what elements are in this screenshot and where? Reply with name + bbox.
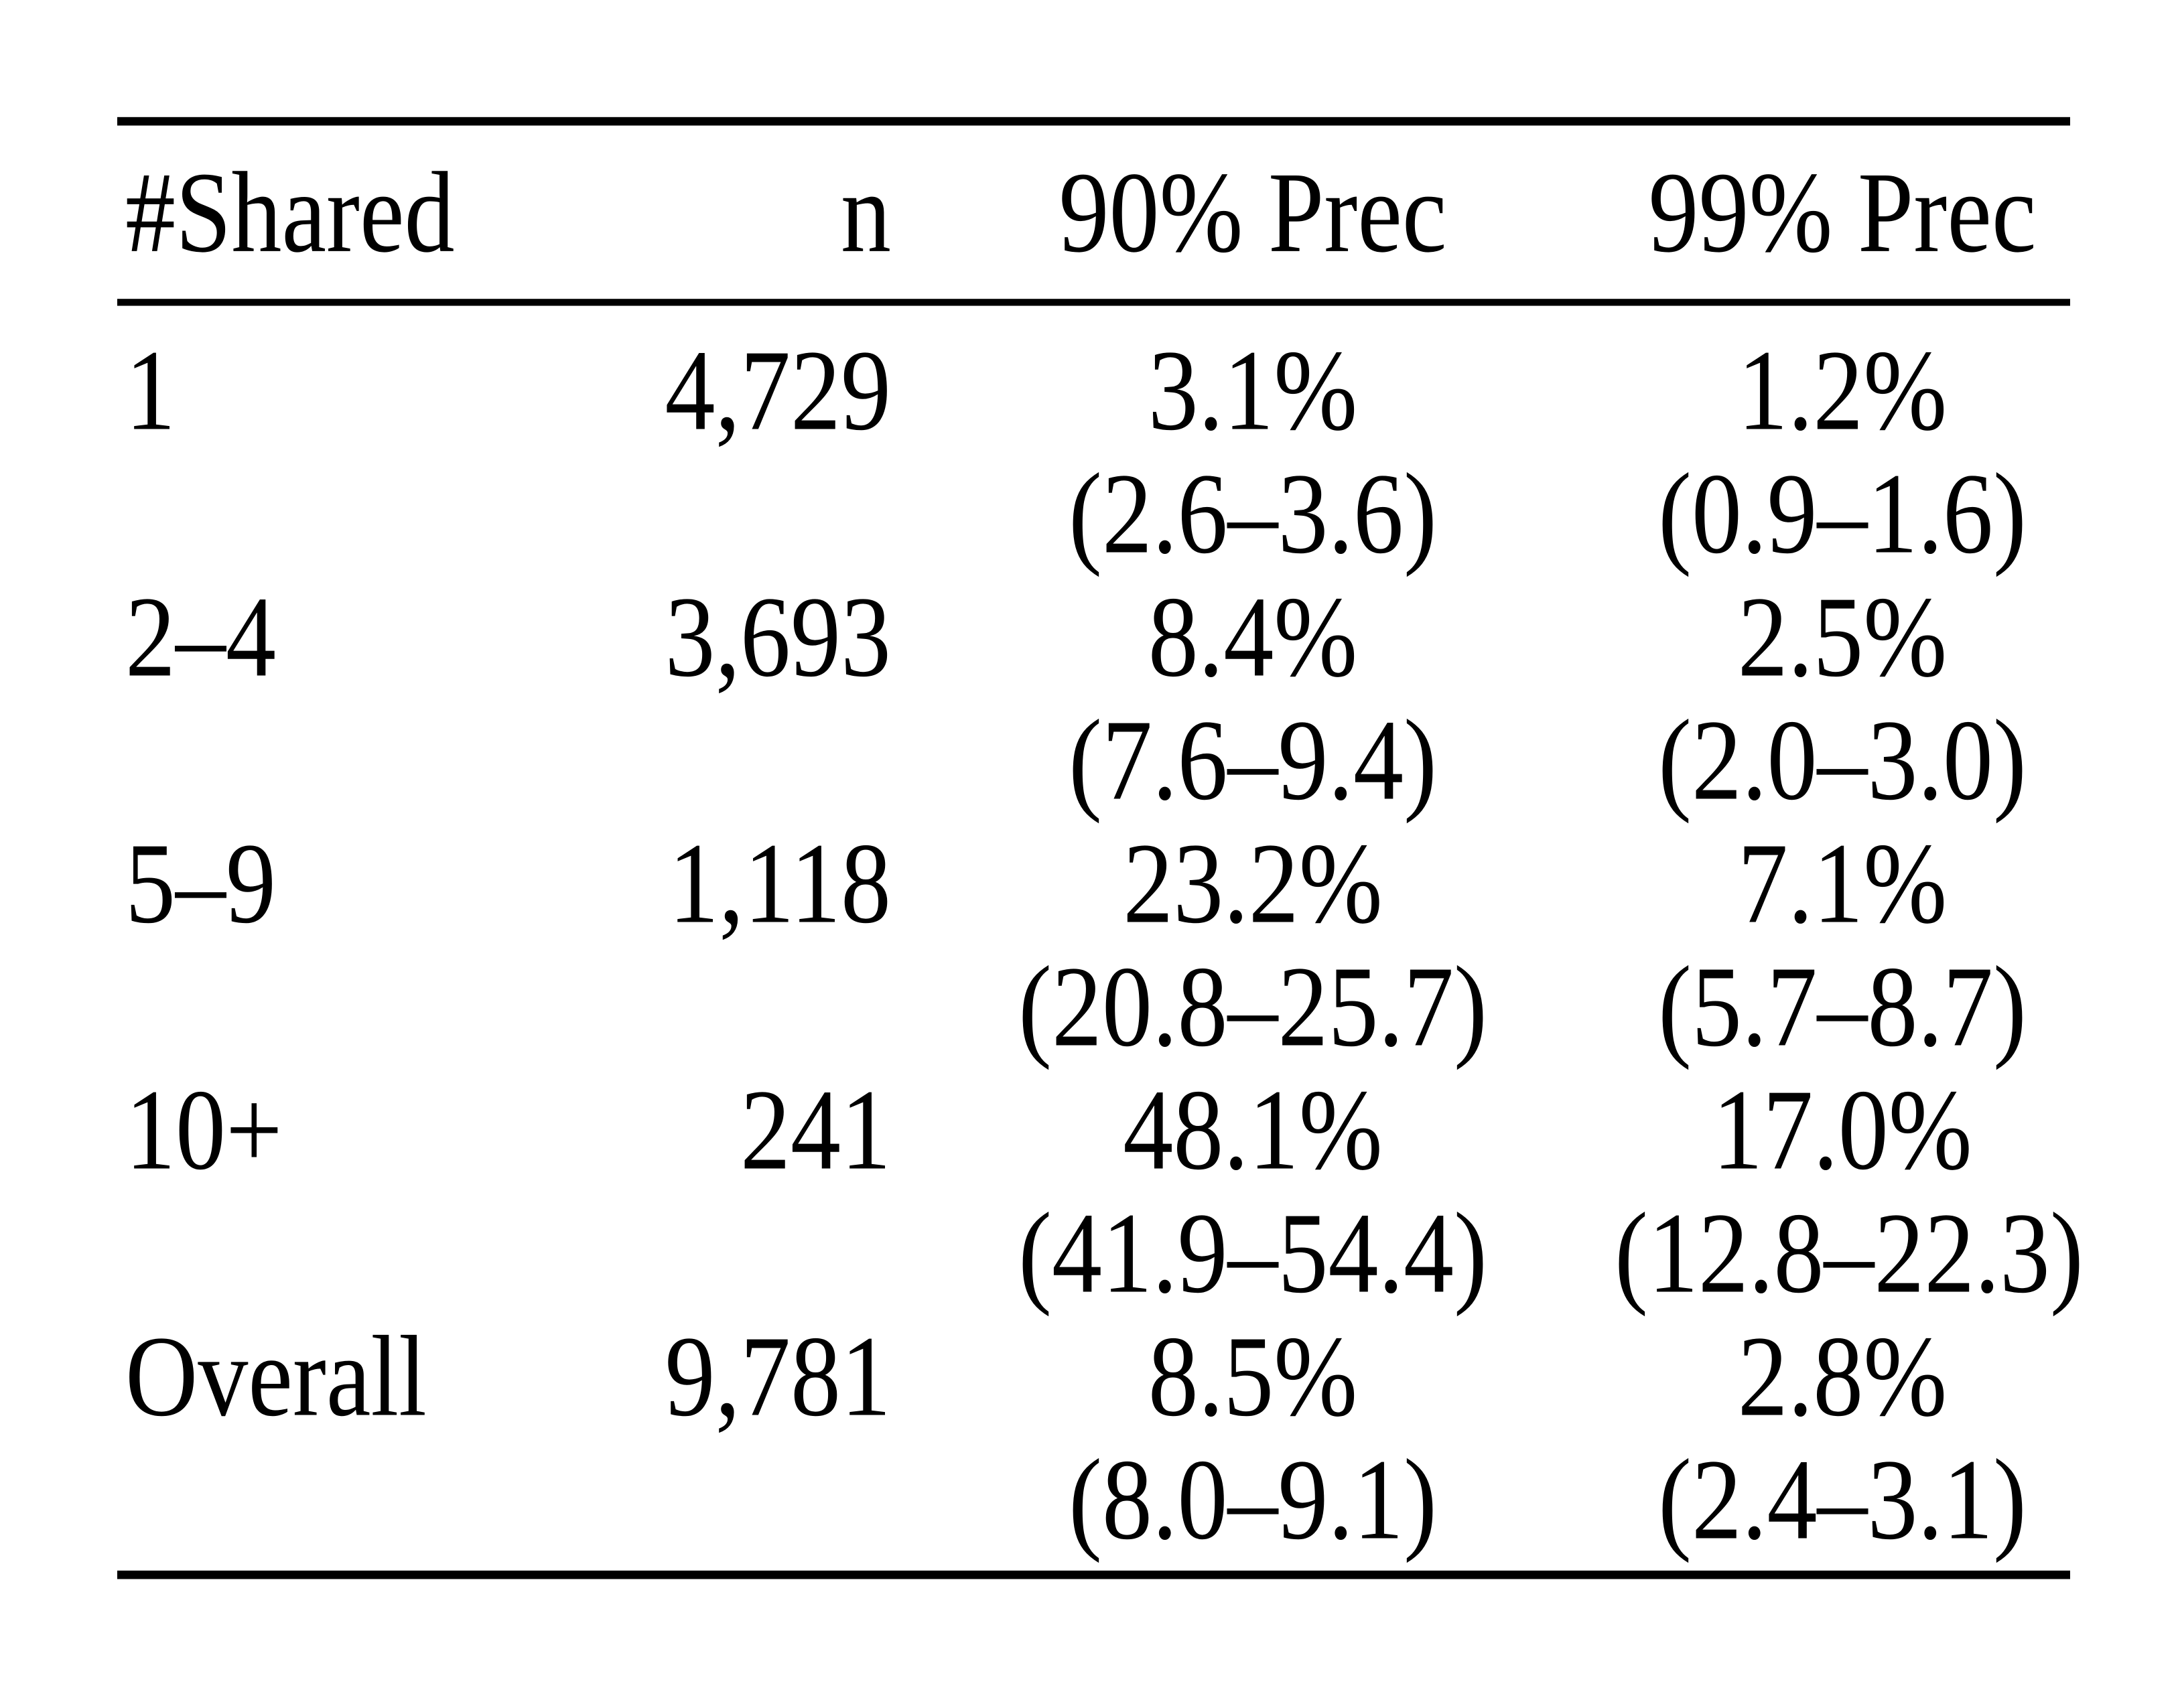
- shared-count-value: 2–4: [125, 573, 276, 701]
- table-bottom-rule: [117, 1570, 2070, 1579]
- prec90-cell: 23.2% (20.8–25.7): [891, 815, 1615, 1071]
- prec90-cell: 8.4% (7.6–9.4): [891, 569, 1615, 825]
- prec90-cell: 8.5% (8.0–9.1): [891, 1308, 1615, 1564]
- shared-count-cell: Overall: [117, 1308, 519, 1555]
- prec99-cell: 7.1% (5.7–8.7): [1615, 815, 2070, 1071]
- n-cell: 1,118: [519, 815, 891, 1062]
- prec99-value: 1.2%: [1737, 326, 1948, 455]
- shared-count-cell: 1: [117, 322, 519, 569]
- precision-table: #Shared n 90% Prec 99% Prec 1 4,729 3.1%…: [117, 117, 2084, 1579]
- prec99-cell: 17.0% (12.8–22.3): [1615, 1062, 2084, 1318]
- table-header-row: #Shared n 90% Prec 99% Prec: [117, 125, 2070, 299]
- prec99-confidence-interval: (5.7–8.7): [1658, 942, 2027, 1071]
- n-value: 241: [740, 1066, 891, 1194]
- n-cell: 3,693: [519, 569, 892, 815]
- prec99-cell: 2.8% (2.4–3.1): [1615, 1308, 2070, 1564]
- n-value: 4,729: [665, 326, 892, 455]
- prec90-value: 8.4%: [1148, 573, 1358, 701]
- prec99-cell: 1.2% (0.9–1.6): [1615, 322, 2070, 578]
- prec90-cell: 48.1% (41.9–54.4): [891, 1062, 1615, 1318]
- column-header-prec99: 99% Prec: [1648, 148, 2037, 277]
- table-row: Overall 9,781 8.5% (8.0–9.1) 2.8% (2.4–3…: [117, 1308, 2070, 1564]
- column-header-shared: #Shared: [125, 148, 455, 277]
- table-row: 2–4 3,693 8.4% (7.6–9.4) 2.5% (2.0–3.0): [117, 569, 2070, 825]
- prec99-confidence-interval: (2.0–3.0): [1658, 696, 2027, 825]
- table-row: 5–9 1,118 23.2% (20.8–25.7) 7.1% (5.7–8.…: [117, 815, 2070, 1071]
- prec90-confidence-interval: (8.0–9.1): [1069, 1435, 1437, 1564]
- n-cell: 4,729: [519, 322, 892, 569]
- prec90-value: 48.1%: [1123, 1066, 1383, 1194]
- prec99-confidence-interval: (2.4–3.1): [1658, 1435, 2027, 1564]
- shared-count-value: 10+: [125, 1066, 283, 1194]
- table-row: 1 4,729 3.1% (2.6–3.6) 1.2% (0.9–1.6): [117, 322, 2070, 578]
- prec99-confidence-interval: (12.8–22.3): [1615, 1189, 2084, 1318]
- n-cell: 9,781: [519, 1308, 892, 1555]
- prec90-value: 23.2%: [1123, 819, 1383, 948]
- prec90-value: 8.5%: [1148, 1312, 1358, 1441]
- table-body: 1 4,729 3.1% (2.6–3.6) 1.2% (0.9–1.6) 2–…: [117, 306, 2084, 1571]
- prec99-value: 2.5%: [1737, 573, 1948, 701]
- n-cell: 241: [519, 1062, 891, 1308]
- table-header-rule: [117, 299, 2070, 306]
- prec99-cell: 2.5% (2.0–3.0): [1615, 569, 2070, 825]
- shared-count-value: 1: [125, 326, 176, 455]
- prec90-confidence-interval: (7.6–9.4): [1069, 696, 1437, 825]
- table-row: 10+ 241 48.1% (41.9–54.4) 17.0% (12.8–22…: [117, 1062, 2084, 1318]
- prec90-confidence-interval: (41.9–54.4): [1018, 1189, 1487, 1318]
- table-top-rule: [117, 117, 2070, 126]
- column-header-n: n: [841, 148, 891, 277]
- n-value: 9,781: [665, 1312, 892, 1441]
- n-value: 3,693: [665, 573, 892, 701]
- prec99-confidence-interval: (0.9–1.6): [1658, 449, 2027, 578]
- prec90-confidence-interval: (2.6–3.6): [1069, 449, 1437, 578]
- prec99-value: 2.8%: [1737, 1312, 1948, 1441]
- prec99-value: 7.1%: [1737, 819, 1948, 948]
- shared-count-cell: 10+: [117, 1062, 519, 1308]
- shared-count-value: Overall: [125, 1312, 427, 1441]
- prec90-confidence-interval: (20.8–25.7): [1018, 942, 1487, 1071]
- column-header-prec90: 90% Prec: [1059, 148, 1447, 277]
- prec90-cell: 3.1% (2.6–3.6): [891, 322, 1615, 578]
- prec90-value: 3.1%: [1148, 326, 1358, 455]
- prec99-value: 17.0%: [1712, 1066, 1972, 1194]
- shared-count-value: 5–9: [125, 819, 276, 948]
- shared-count-cell: 2–4: [117, 569, 519, 815]
- shared-count-cell: 5–9: [117, 815, 519, 1062]
- n-value: 1,118: [669, 819, 891, 948]
